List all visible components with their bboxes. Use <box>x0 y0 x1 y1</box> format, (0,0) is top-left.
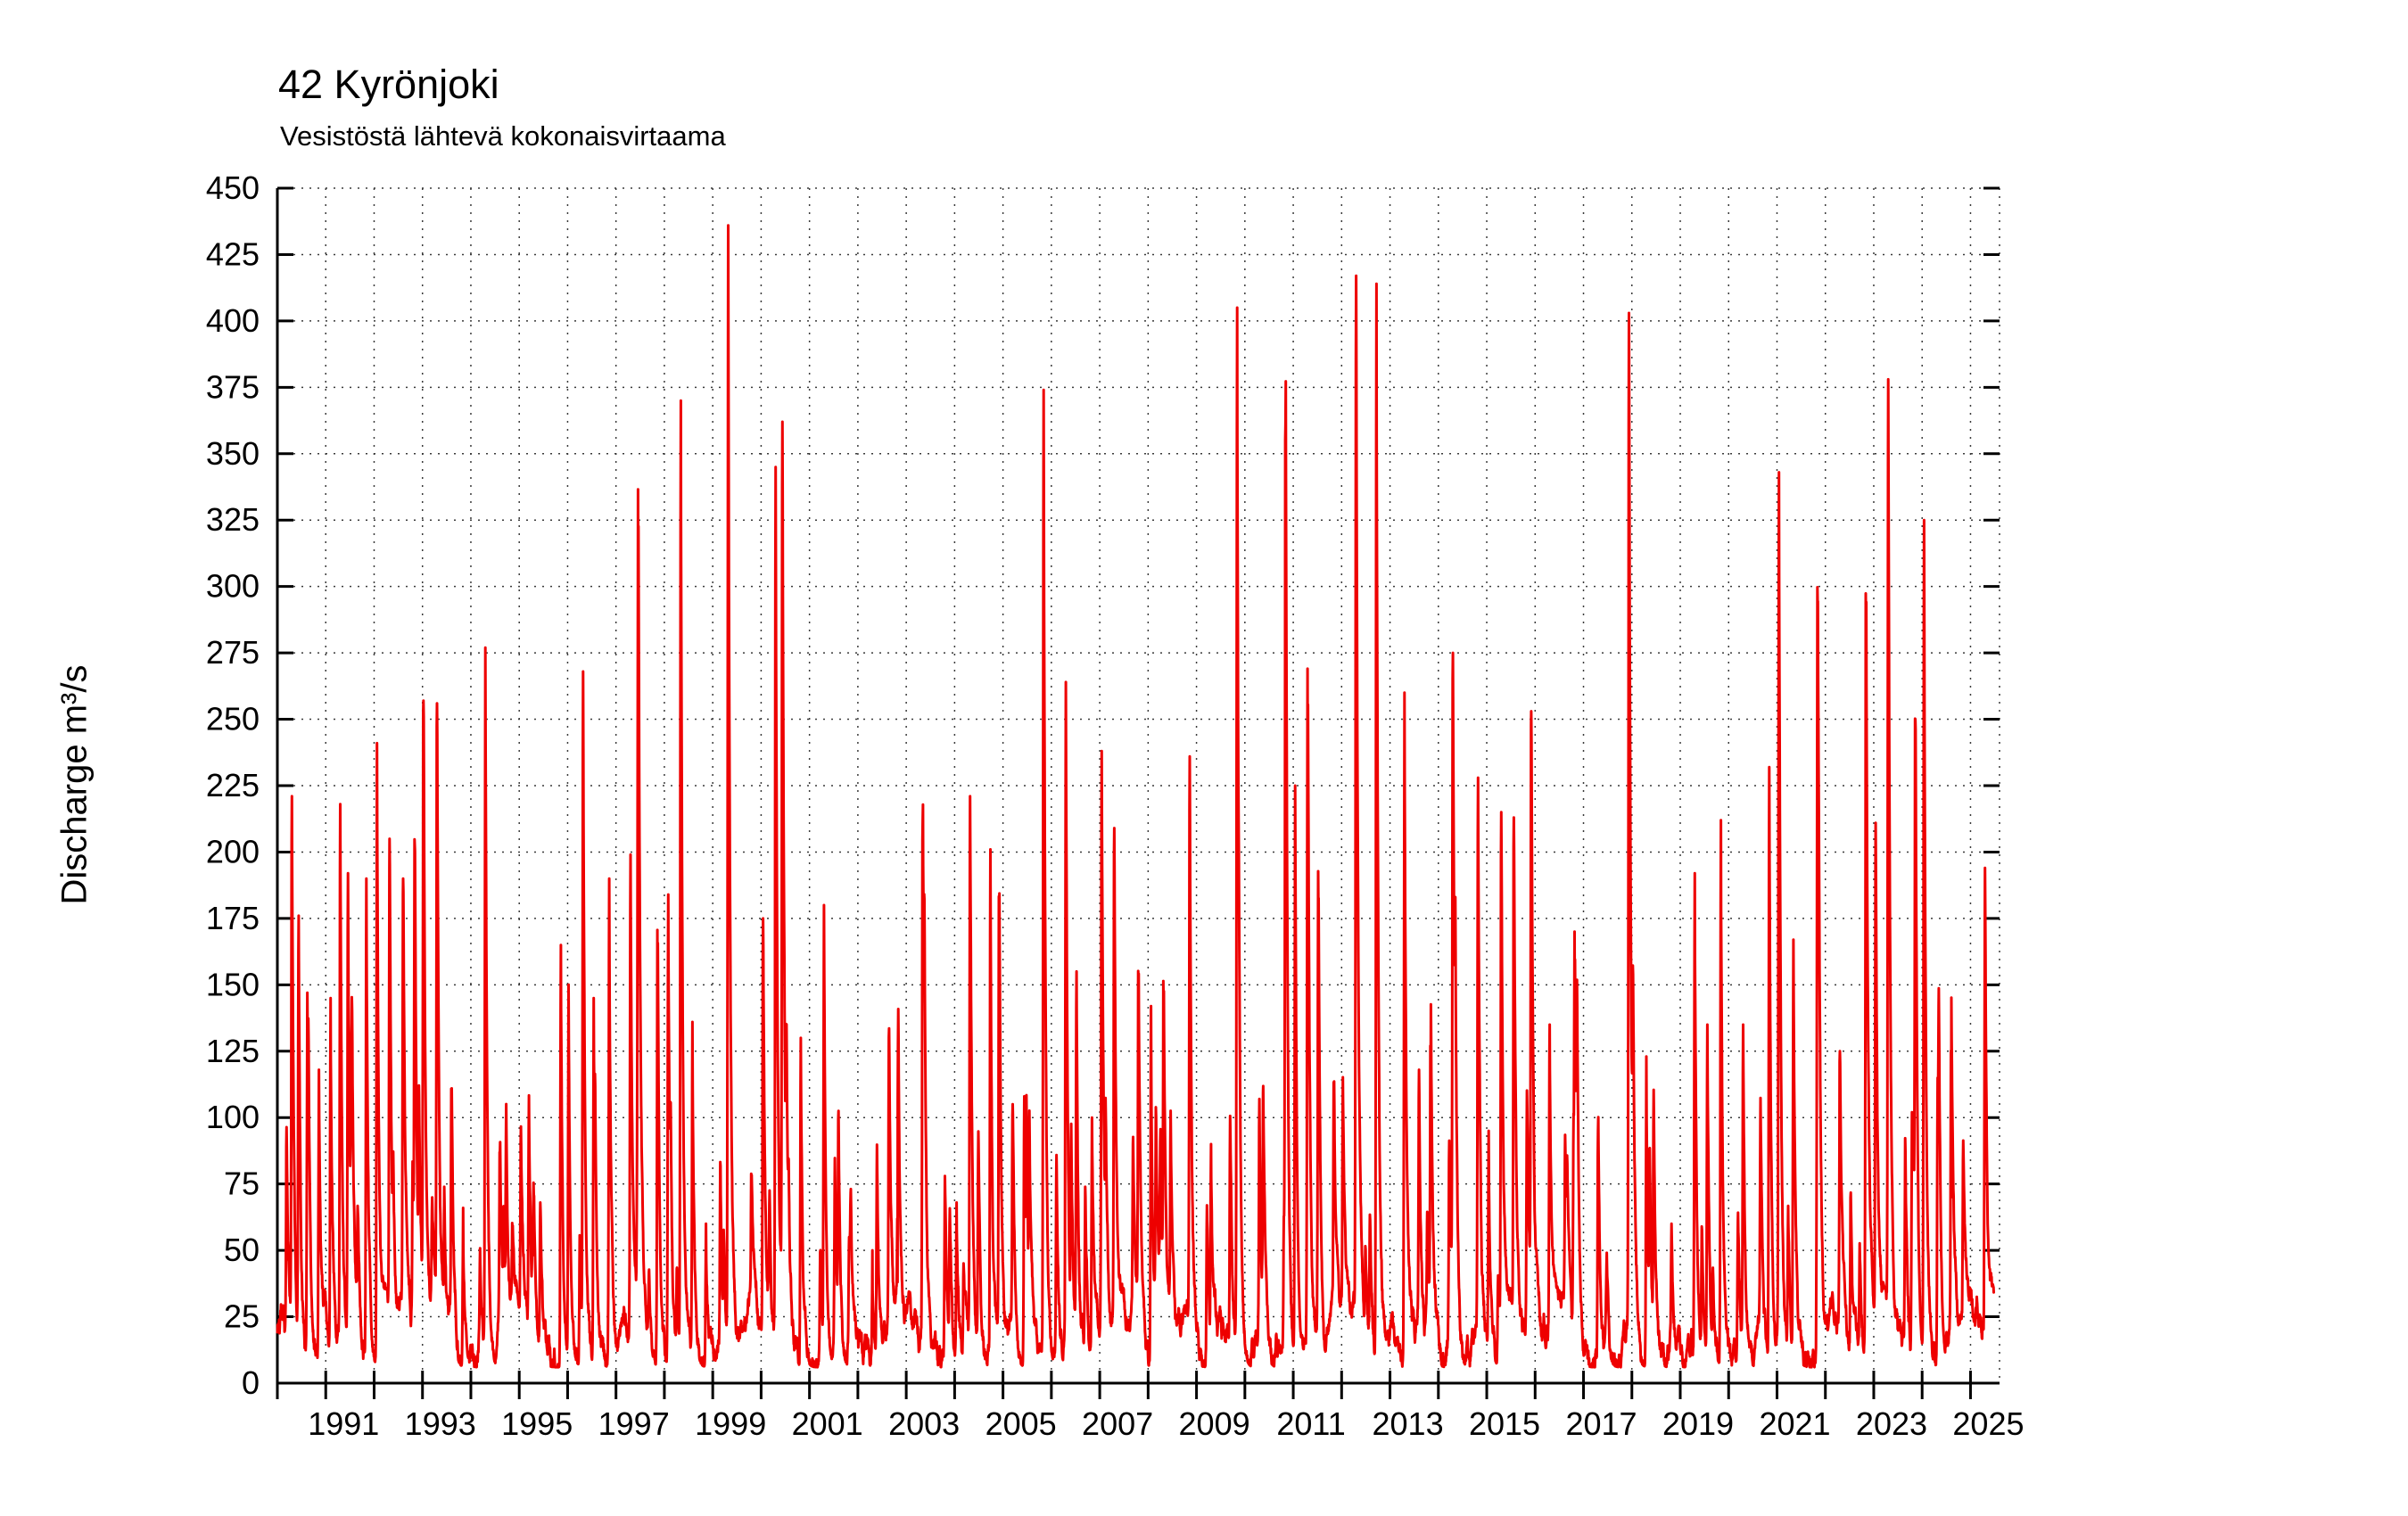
x-tick-label: 1995 <box>501 1405 573 1442</box>
y-tick-label: 450 <box>206 169 260 206</box>
y-tick-label: 125 <box>206 1033 260 1069</box>
discharge-series <box>276 224 1995 1369</box>
x-tick-label: 2011 <box>1276 1405 1345 1442</box>
y-tick-label: 375 <box>206 368 260 405</box>
x-tick-label: 2003 <box>888 1405 960 1442</box>
y-tick-label: 25 <box>224 1298 260 1335</box>
x-tick-label: 1993 <box>405 1405 476 1442</box>
x-tick-label: 2015 <box>1469 1405 1540 1442</box>
y-tick-label: 50 <box>224 1232 260 1268</box>
x-tick-label: 1999 <box>695 1405 766 1442</box>
y-tick-labels: 0 25 50 75 100 125 150 175 200 225 250 275 300 325 350… <box>206 169 260 1401</box>
x-tick-labels: 1991 1993 1995 1997 1999 2001 2003 2005 2007 2009… <box>308 1405 2024 1442</box>
y-tick-label: 400 <box>206 302 260 339</box>
x-tick-label: 2013 <box>1373 1405 1444 1442</box>
y-tick-label: 275 <box>206 634 260 671</box>
tick-marks <box>276 186 2000 1399</box>
y-tick-label: 150 <box>206 966 260 1002</box>
y-tick-label: 75 <box>224 1166 260 1202</box>
y-tick-label: 225 <box>206 767 260 803</box>
y-tick-label: 175 <box>206 900 260 936</box>
x-tick-label: 1997 <box>598 1405 670 1442</box>
x-tick-label: 2001 <box>792 1405 863 1442</box>
x-tick-label: 2009 <box>1179 1405 1250 1442</box>
chart-subtitle: Vesistöstä lähtevä kokonaisvirtaama <box>280 120 726 152</box>
y-tick-label: 300 <box>206 568 260 605</box>
y-tick-label: 0 <box>242 1364 260 1401</box>
y-tick-label: 200 <box>206 833 260 869</box>
y-tick-label: 325 <box>206 501 260 538</box>
y-tick-label: 100 <box>206 1099 260 1135</box>
x-tick-label: 2007 <box>1082 1405 1153 1442</box>
x-tick-label: 2023 <box>1856 1405 1927 1442</box>
y-tick-label: 425 <box>206 235 260 272</box>
y-tick-label: 250 <box>206 701 260 737</box>
discharge-line <box>276 224 1995 1369</box>
x-tick-label: 2017 <box>1565 1405 1637 1442</box>
x-tick-label: 1991 <box>308 1405 379 1442</box>
x-tick-label: 2025 <box>1952 1405 2024 1442</box>
x-tick-label: 2019 <box>1662 1405 1734 1442</box>
x-tick-label: 2021 <box>1759 1405 1830 1442</box>
chart-title: 42 Kyrönjoki <box>278 62 499 107</box>
y-tick-label: 350 <box>206 435 260 472</box>
x-tick-label: 2005 <box>985 1405 1057 1442</box>
